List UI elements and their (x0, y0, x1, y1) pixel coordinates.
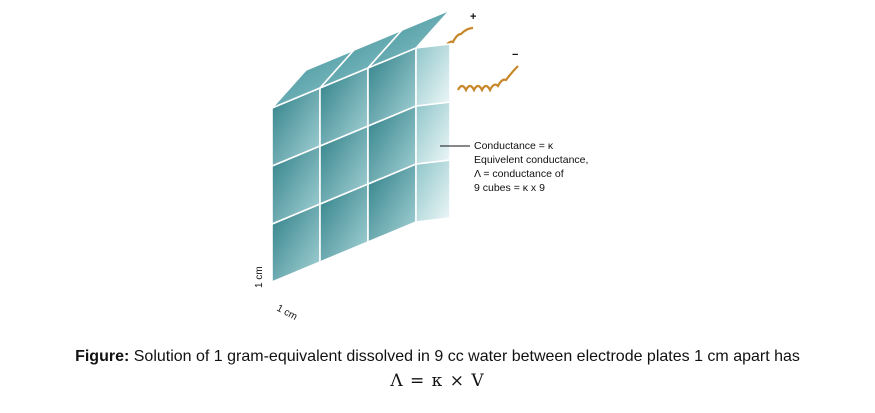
cube-side-face (415, 101, 451, 165)
annotation-line-4: 9 cubes = κ x 9 (474, 182, 545, 194)
cube-side-face (415, 159, 451, 223)
figure-caption: Figure: Solution of 1 gram-equivalent di… (0, 346, 875, 392)
caption-prefix: Figure: (75, 348, 130, 365)
cube-faces (271, 9, 451, 284)
annotation-line-1: Conductance = κ (474, 140, 554, 152)
caption-text: Solution of 1 gram-equivalent dissolved … (133, 348, 800, 365)
caption-formula: Λ = κ × V (390, 371, 485, 391)
height-dimension-label: 1 cm (254, 266, 265, 288)
plus-label: + (470, 11, 476, 23)
cube-top-face (367, 9, 451, 69)
annotation-line-3: Λ = conductance of (474, 168, 564, 180)
negative-electrode-wire (457, 65, 519, 93)
cube-side-face (415, 43, 451, 107)
cube-diagram: + − Conductance = κ Equivelent conductan… (254, 9, 588, 323)
depth-dimension-label: 1 cm (275, 303, 299, 323)
minus-label: − (512, 49, 518, 61)
annotation-line-2: Equivelent conductance, (474, 154, 588, 166)
